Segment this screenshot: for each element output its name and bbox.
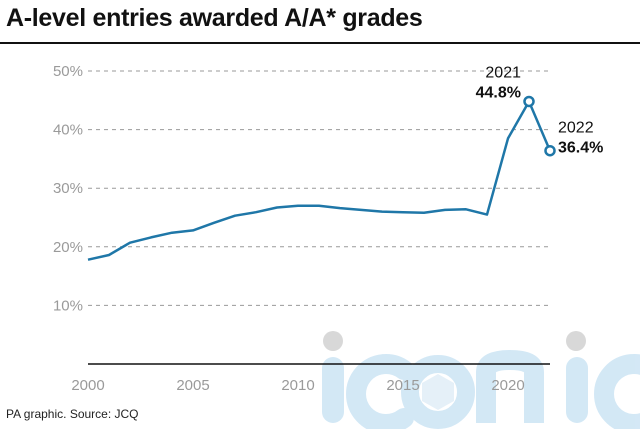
watermark-i-2 xyxy=(566,357,588,423)
y-tick-labels: 10% 20% 30% 40% 50% xyxy=(53,63,83,314)
annotations: 2021 44.8% 2022 36.4% xyxy=(476,64,604,156)
y-tick-label-50: 50% xyxy=(53,63,83,80)
x-tick-label-2005: 2005 xyxy=(176,377,209,394)
x-tick-label-2015: 2015 xyxy=(386,377,419,394)
y-tick-label-20: 20% xyxy=(53,239,83,256)
x-tick-label-2020: 2020 xyxy=(491,377,524,394)
watermark-dot-1 xyxy=(323,331,343,351)
watermark-c-2 xyxy=(594,354,640,429)
x-tick-label-2000: 2000 xyxy=(71,377,104,394)
x-tick-label-2010: 2010 xyxy=(281,377,314,394)
data-point-2021 xyxy=(523,95,535,108)
annotation-year-2022: 2022 xyxy=(558,120,594,137)
series-line xyxy=(87,100,552,261)
watermark-hexagon xyxy=(422,374,454,410)
x-tick-labels: 2000 2005 2010 2015 2020 xyxy=(71,377,524,394)
y-tick-label-40: 40% xyxy=(53,122,83,139)
y-tick-label-30: 30% xyxy=(53,180,83,197)
source-note: PA graphic. Source: JCQ xyxy=(6,407,139,421)
y-tick-label-10: 10% xyxy=(53,297,83,314)
watermark-i-1 xyxy=(322,357,344,423)
data-point-2022 xyxy=(544,144,556,157)
annotation-value-2021: 44.8% xyxy=(476,84,521,101)
chart-title: A-level entries awarded A/A* grades xyxy=(6,4,423,32)
watermark-dot-2 xyxy=(566,331,586,351)
annotation-value-2022: 36.4% xyxy=(558,140,603,157)
gridlines xyxy=(88,70,550,306)
watermark-n xyxy=(476,349,544,423)
iconic-watermark xyxy=(322,331,640,429)
watermark-c-1 xyxy=(346,354,414,429)
title-rule xyxy=(0,42,640,44)
annotation-year-2021: 2021 xyxy=(485,64,521,81)
